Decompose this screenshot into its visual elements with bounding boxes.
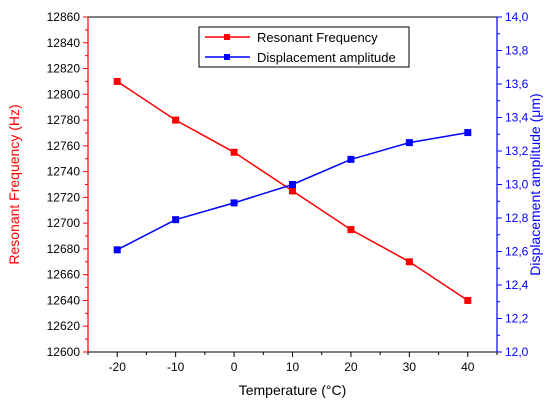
right-y-tick-label: 13,0: [505, 178, 529, 192]
data-point-resonant-frequency: [230, 148, 238, 156]
legend-box: [198, 26, 410, 68]
x-tick-label: 10: [286, 360, 300, 374]
data-point-resonant-frequency: [289, 187, 296, 195]
right-y-tick-label: 12,8: [505, 211, 529, 225]
x-axis-title: Temperature (°C): [239, 382, 347, 398]
data-point-resonant-frequency: [464, 296, 472, 304]
legend-label-resonant-frequency: Resonant Frequency: [257, 30, 378, 45]
data-point-displacement-amplitude: [113, 246, 121, 254]
left-y-tick-label: 12740: [47, 165, 81, 179]
data-point-displacement-amplitude: [464, 129, 472, 137]
x-tick-label: 30: [403, 360, 417, 374]
left-y-tick-label: 12640: [47, 293, 81, 307]
x-tick-label: 0: [231, 360, 238, 374]
right-y-tick-label: 13,6: [505, 77, 529, 91]
data-point-displacement-amplitude: [230, 199, 238, 207]
x-tick-label: -10: [167, 360, 185, 374]
right-y-tick-label: 12,2: [505, 312, 529, 326]
series-layer: [113, 77, 472, 304]
left-y-axis: 12600 12620 12640 12660 12680 12700 12720 12740…: [47, 10, 89, 359]
left-y-tick-label: 12780: [47, 113, 81, 127]
x-tick-label: -20: [109, 360, 127, 374]
data-point-displacement-amplitude: [289, 181, 296, 188]
data-point-displacement-amplitude: [347, 155, 355, 163]
left-y-tick-label: 12600: [47, 345, 81, 359]
right-y-tick-label: 12,0: [505, 345, 529, 359]
left-y-tick-label: 12680: [47, 242, 81, 256]
left-y-axis-title: Resonant Frequency (Hz): [6, 104, 22, 264]
x-axis: -20 -10 0 10 20 30 40: [87, 352, 498, 374]
right-y-tick-label: 13,4: [505, 111, 529, 125]
left-y-tick-label: 12860: [47, 10, 81, 24]
legend-label-displacement-amplitude: Displacement amplitude: [257, 50, 396, 65]
right-y-tick-label: 13,8: [505, 44, 529, 58]
right-y-tick-label: 14,0: [505, 10, 529, 24]
right-y-tick-label: 12,4: [505, 278, 529, 292]
data-point-displacement-amplitude: [172, 216, 180, 224]
data-point-resonant-frequency: [172, 116, 180, 124]
right-y-axis-title: Displacement amplitude (μm): [527, 93, 543, 275]
data-point-displacement-amplitude: [405, 139, 413, 147]
legend-marker-displacement-amplitude: [224, 54, 230, 60]
data-point-resonant-frequency: [405, 258, 413, 266]
left-y-tick-label: 12720: [47, 190, 81, 204]
x-tick-label: 40: [461, 360, 475, 374]
x-tick-label: 20: [344, 360, 358, 374]
right-y-axis: 12,0 12,2 12,4 12,6 12,8 13,0 13,2 13,4 13,6 13,8…: [496, 10, 529, 359]
left-y-tick-label: 12660: [47, 268, 81, 282]
left-y-tick-label: 12700: [47, 216, 81, 230]
left-y-tick-label: 12840: [47, 36, 81, 50]
left-y-tick-label: 12620: [47, 319, 81, 333]
left-y-tick-label: 12760: [47, 139, 81, 153]
left-y-tick-label: 12800: [47, 87, 81, 101]
legend: Resonant Frequency Displacement amplitud…: [198, 26, 410, 68]
data-point-resonant-frequency: [113, 77, 121, 85]
right-y-tick-label: 12,6: [505, 245, 529, 259]
legend-marker-resonant-frequency: [224, 34, 230, 40]
right-y-tick-label: 13,2: [505, 144, 529, 158]
left-y-tick-label: 12820: [47, 62, 81, 76]
data-point-resonant-frequency: [347, 226, 355, 234]
